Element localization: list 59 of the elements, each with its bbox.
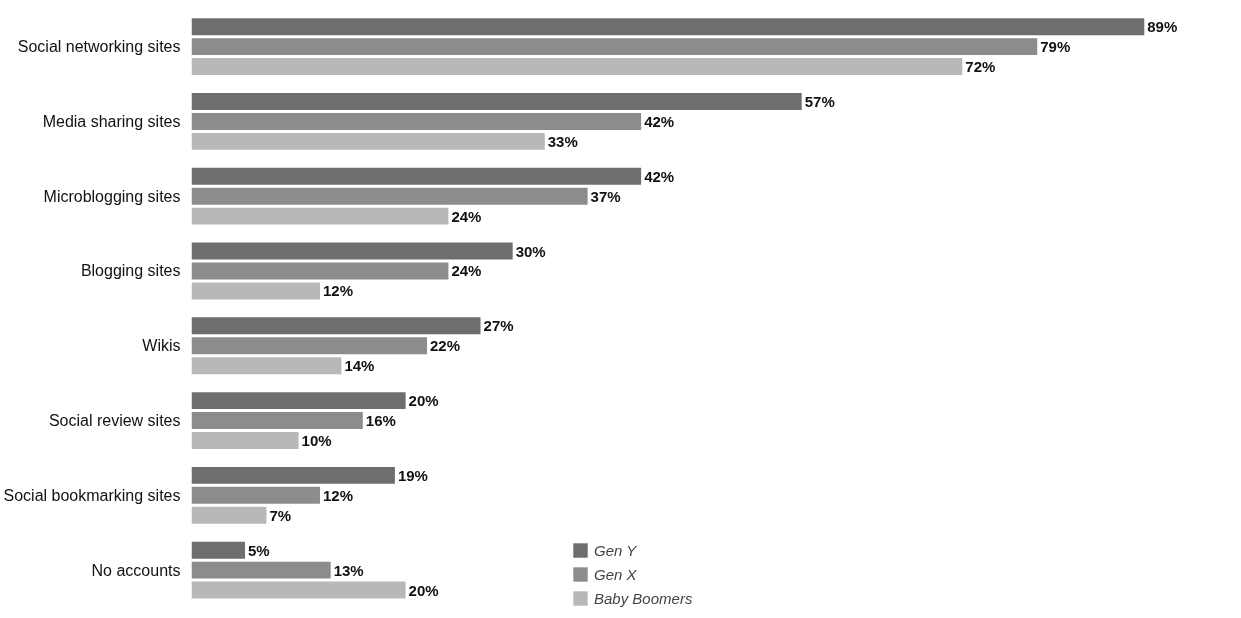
data-label: 10% bbox=[301, 431, 332, 449]
y-tick-label: Microblogging sites bbox=[43, 187, 181, 205]
data-label: 27% bbox=[483, 317, 514, 335]
legend-label: Gen X bbox=[594, 565, 637, 583]
data-label: 42% bbox=[644, 167, 675, 185]
bar bbox=[191, 242, 513, 260]
data-label: 5% bbox=[248, 541, 270, 559]
bar bbox=[191, 207, 449, 225]
data-label: 33% bbox=[547, 132, 578, 150]
data-label: 19% bbox=[397, 466, 428, 484]
bar bbox=[191, 466, 395, 484]
data-label: 16% bbox=[365, 412, 396, 430]
bar bbox=[191, 392, 406, 410]
y-tick-label: Social bookmarking sites bbox=[3, 486, 181, 504]
bar bbox=[191, 58, 963, 76]
bar bbox=[191, 581, 406, 599]
bar bbox=[191, 561, 331, 579]
y-tick-label: Social networking sites bbox=[17, 38, 181, 56]
bar bbox=[191, 541, 246, 559]
bar bbox=[191, 112, 642, 130]
legend-label: Gen Y bbox=[594, 541, 637, 559]
bar bbox=[191, 262, 449, 280]
y-tick-label: Media sharing sites bbox=[42, 112, 181, 130]
bar bbox=[191, 432, 299, 449]
bar bbox=[191, 167, 642, 185]
y-tick-label: Blogging sites bbox=[80, 262, 181, 280]
bar bbox=[191, 506, 267, 524]
data-label: 89% bbox=[1147, 18, 1178, 36]
y-tick-label: No accounts bbox=[91, 561, 181, 579]
bar bbox=[191, 282, 320, 300]
bar bbox=[191, 38, 1038, 56]
data-label: 30% bbox=[515, 242, 546, 260]
bar bbox=[191, 357, 342, 375]
bar bbox=[191, 132, 545, 150]
data-label: 72% bbox=[965, 58, 996, 76]
data-label: 24% bbox=[451, 262, 482, 280]
bar bbox=[191, 93, 802, 110]
data-label: 24% bbox=[451, 207, 482, 225]
data-label: 14% bbox=[344, 357, 375, 375]
data-label: 79% bbox=[1040, 38, 1071, 56]
data-label: 20% bbox=[408, 581, 439, 599]
data-label: 37% bbox=[590, 187, 621, 205]
y-tick-label: Wikis bbox=[142, 337, 181, 355]
bar bbox=[191, 317, 481, 335]
data-label: 42% bbox=[644, 112, 675, 130]
bar bbox=[191, 18, 1145, 36]
bar bbox=[191, 187, 588, 205]
data-label: 57% bbox=[804, 92, 835, 110]
data-label: 22% bbox=[430, 337, 461, 355]
y-tick-label: Social review sites bbox=[48, 412, 181, 430]
data-label: 12% bbox=[322, 282, 353, 300]
data-label: 7% bbox=[269, 506, 292, 524]
data-label: 12% bbox=[322, 486, 353, 504]
data-label: 13% bbox=[333, 561, 364, 579]
legend-label: Baby Boomers bbox=[594, 589, 693, 607]
bar bbox=[191, 486, 320, 504]
bar bbox=[191, 337, 428, 355]
bar bbox=[191, 412, 363, 430]
data-label: 20% bbox=[408, 392, 439, 410]
